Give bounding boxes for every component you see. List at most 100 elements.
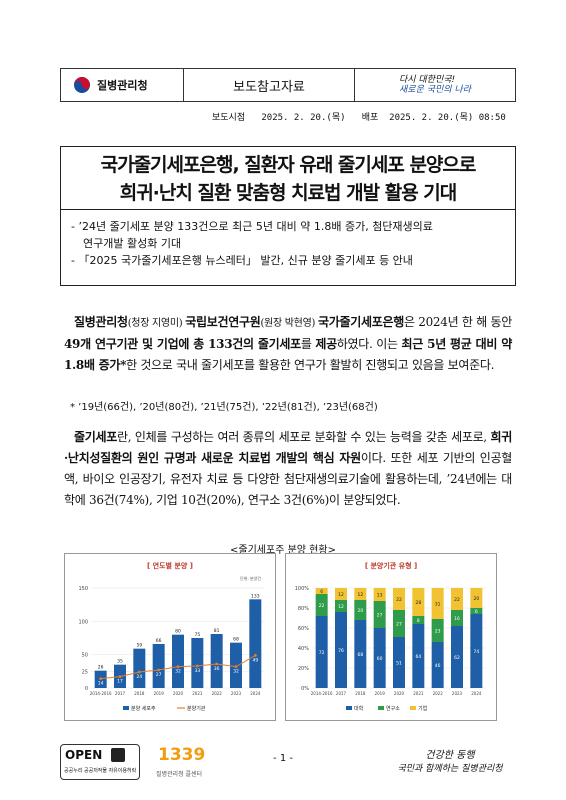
chart1-bar-label: 59 — [136, 643, 142, 649]
chart1-line-label: 27 — [156, 672, 162, 678]
chart2-segment-label: 6 — [320, 589, 323, 595]
chart1-line-point — [215, 662, 219, 666]
chart2-xtick: 2019 — [375, 691, 386, 696]
chart1-bar-label: 80 — [175, 629, 181, 635]
summary-item1-line2: 연구개발 활성화 기대 — [83, 237, 182, 250]
chart1-bar — [133, 648, 146, 688]
chart2-segment-label: 13 — [377, 593, 383, 599]
chart2-bar-segment — [412, 588, 425, 616]
chart2-bar-segment — [470, 588, 483, 608]
chart1-line-point — [137, 670, 141, 674]
chart2-bar-segment — [470, 614, 483, 688]
p2-bold-stemcell: 줄기세포 — [74, 430, 117, 444]
chart2-bar-segment — [315, 588, 328, 594]
chart-yearly-distribution: [ 연도별 분양 ] 단위: 분양건 0 25 50 100 150 26 2014-2016 3… — [64, 553, 276, 721]
chart2-legend-swatch — [378, 706, 384, 710]
chart1-unit: 단위: 분양건 — [240, 575, 261, 581]
chart2-bar-segment — [412, 624, 425, 688]
chart2-segment-label: 12 — [357, 592, 363, 598]
chart2-bar-segment — [373, 628, 386, 688]
chart1-line-point — [176, 665, 180, 669]
chart2-ytick: 80% — [298, 606, 309, 612]
chart2-xtick: 2017 — [336, 691, 347, 696]
chart1-xtick: 2019 — [154, 691, 165, 696]
press-header: 질병관리청 보도참고자료 다시 대한민국! 새로운 국민의 나라 — [60, 68, 516, 102]
chart2-segment-label: 16 — [454, 616, 460, 622]
chart1-line-label: 32 — [175, 669, 181, 675]
chart2-bar-segment — [412, 616, 425, 624]
chart2-segment-label: 51 — [396, 661, 402, 667]
chart1-xtick: 2020 — [173, 691, 184, 696]
chart1-xtick: 2024 — [250, 691, 261, 696]
chart2-bar-segment — [315, 616, 328, 688]
chart2-xtick: 2023 — [452, 691, 463, 696]
p1-bold-count: 49개 연구기관 및 기업에 총 133건의 줄기세포 — [64, 337, 301, 351]
header-logo: 질병관리청 — [61, 69, 184, 101]
p2-text-1: 란, 인체를 구성하는 여러 종류의 세포로 분화할 수 있는 능력을 갖춘 세… — [116, 430, 491, 444]
chart1-bar — [191, 638, 204, 688]
chart2-segment-label: 68 — [357, 652, 363, 658]
chart2-segment-label: 62 — [454, 655, 460, 661]
paragraph-1: 질병관리청(청장 지영미) 국립보건연구원(원장 박현영) 국가줄기세포은행은 … — [64, 312, 512, 376]
chart2-bar-segment — [451, 610, 463, 626]
doc-type: 보도참고자료 — [184, 69, 355, 101]
chart1-line-label: 14 — [98, 681, 104, 687]
chart2-bar-segment — [354, 588, 367, 600]
chart1-ytick: 100 — [78, 619, 88, 625]
chart1-bar-label: 75 — [194, 632, 200, 638]
motto: 건강한 동행 국민과 함께하는 질병관리청 — [390, 746, 510, 774]
chart2-bar-segment — [335, 588, 347, 600]
chart1-xtick: 2022 — [212, 691, 223, 696]
license-type-icon — [111, 748, 125, 762]
p1-bold-bank: 국가줄기세포은행 — [318, 315, 404, 329]
chart2-title: [ 분양기관 유형 ] — [365, 561, 417, 570]
p1-text-3: 하였다. 이는 — [336, 337, 402, 351]
chart2-ytick: 0% — [301, 686, 309, 692]
p2-text-2: 이다. 또한 세포 기반의 인공혈액, 바이오 인공장기, 유전자 치료 등 다… — [64, 451, 512, 507]
p1-text-1: 은 2024년 한 해 동안 — [403, 315, 512, 329]
chart2-xtick: 2020 — [394, 691, 405, 696]
chart2-bar-segment — [451, 588, 463, 610]
chart1-line-label: 33 — [194, 668, 200, 674]
chart1-bar-label: 68 — [233, 637, 239, 643]
chart2-bar-segment — [373, 601, 386, 628]
p1-bold-org: 질병관리청 — [74, 315, 128, 329]
chart2-legend-label: 대학 — [354, 705, 364, 712]
open-label: OPEN — [65, 748, 103, 762]
chart2-segment-label: 12 — [338, 604, 344, 610]
chart2-segment-label: 46 — [435, 663, 441, 669]
chart2-segment-label: 28 — [415, 600, 421, 606]
chart1-ytick: 150 — [78, 586, 88, 592]
chart2-bar-segment — [470, 608, 483, 614]
chart1-xtick: 2018 — [134, 691, 145, 696]
motto-line2: 국민과 함께하는 질병관리청 — [397, 764, 503, 774]
chart2-bar-segment — [315, 594, 328, 616]
chart1-bar-label: 133 — [251, 593, 260, 599]
open-license-logo: OPEN 공공누리 공공저작물 자유이용허락 — [60, 744, 140, 780]
chart2-ytick: 60% — [298, 626, 309, 632]
chart2-segment-label: 64 — [415, 654, 421, 660]
chart2-legend-label: 기업 — [418, 705, 427, 712]
chart2-segment-label: 76 — [338, 648, 344, 654]
chart1-line-point — [157, 668, 161, 672]
chart2-segment-label: 74 — [473, 649, 479, 655]
chart2-xtick: 2024 — [471, 691, 482, 696]
chart2-segment-label: 22 — [319, 603, 325, 609]
title-line1: 국가줄기세포은행, 질환자 유래 줄기세포 분양으로 — [100, 154, 477, 176]
chart2-bar-segment — [335, 600, 347, 612]
chart1-bar-label: 66 — [156, 638, 162, 644]
slogan-line1: 다시 대한민국! — [399, 75, 456, 85]
chart2-ytick: 40% — [298, 646, 309, 652]
chart2-ytick: 100% — [295, 586, 310, 592]
chart2-xtick: 2018 — [355, 691, 366, 696]
hotline-sub: 질병관리청 콜센터 — [156, 771, 203, 778]
chart2-segment-label: 31 — [435, 602, 441, 608]
chart1-bar — [152, 644, 165, 688]
p1-paren-1: (청장 지영미) — [127, 318, 186, 329]
chart1-xtick: 2023 — [231, 691, 242, 696]
chart2-bar-segment — [431, 642, 444, 688]
chart1-line-point — [99, 677, 103, 681]
open-sub: 공공누리 공공저작물 자유이용허락 — [64, 768, 137, 774]
chart1-ytick: 50 — [82, 653, 88, 659]
chart2-segment-label: 23 — [435, 629, 441, 635]
